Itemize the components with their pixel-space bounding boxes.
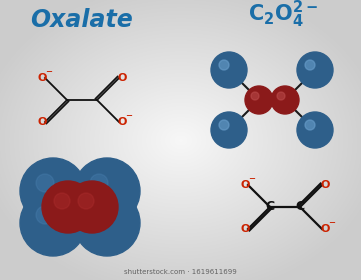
Circle shape <box>54 193 70 209</box>
Text: −: − <box>248 174 256 183</box>
Circle shape <box>74 190 140 256</box>
Circle shape <box>78 193 94 209</box>
Circle shape <box>219 60 229 70</box>
Circle shape <box>297 52 333 88</box>
Text: −: − <box>329 218 335 227</box>
Text: O: O <box>117 117 127 127</box>
Circle shape <box>90 206 108 224</box>
Circle shape <box>42 181 94 233</box>
Circle shape <box>74 158 140 224</box>
Circle shape <box>271 86 299 114</box>
Circle shape <box>66 181 118 233</box>
Circle shape <box>20 190 86 256</box>
Text: O: O <box>37 117 47 127</box>
Circle shape <box>305 60 315 70</box>
Text: −: − <box>45 67 52 76</box>
Circle shape <box>36 174 54 192</box>
Circle shape <box>219 120 229 130</box>
Text: Oxalate: Oxalate <box>31 8 133 32</box>
Text: $\mathregular{C_2O_4^{2-}}$: $\mathregular{C_2O_4^{2-}}$ <box>248 0 318 30</box>
Circle shape <box>211 112 247 148</box>
Circle shape <box>251 92 259 100</box>
Text: C: C <box>295 200 305 213</box>
Circle shape <box>211 52 247 88</box>
Circle shape <box>90 174 108 192</box>
Text: O: O <box>240 224 250 234</box>
Text: C: C <box>265 200 275 213</box>
Text: O: O <box>240 180 250 190</box>
Circle shape <box>20 158 86 224</box>
Circle shape <box>36 206 54 224</box>
Text: O: O <box>117 73 127 83</box>
Text: O: O <box>320 180 330 190</box>
Text: shutterstock.com · 1619611699: shutterstock.com · 1619611699 <box>123 269 236 275</box>
Circle shape <box>297 112 333 148</box>
Circle shape <box>277 92 285 100</box>
Circle shape <box>245 86 273 114</box>
Text: −: − <box>126 111 132 120</box>
Text: O: O <box>320 224 330 234</box>
Text: O: O <box>37 73 47 83</box>
Circle shape <box>305 120 315 130</box>
